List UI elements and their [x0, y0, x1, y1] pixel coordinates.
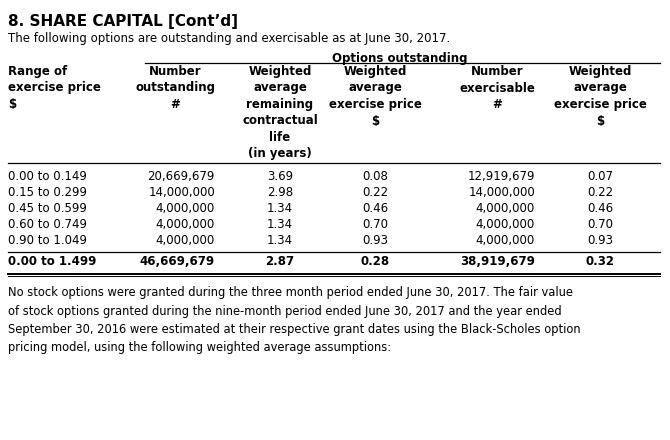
Text: 0.00 to 1.499: 0.00 to 1.499 [8, 255, 96, 268]
Text: 14,000,000: 14,000,000 [148, 186, 215, 199]
Text: 0.70: 0.70 [587, 218, 613, 231]
Text: Weighted
average
exercise price
$: Weighted average exercise price $ [328, 65, 421, 128]
Text: 0.00 to 0.149: 0.00 to 0.149 [8, 170, 87, 183]
Text: 4,000,000: 4,000,000 [155, 218, 215, 231]
Text: 0.22: 0.22 [362, 186, 388, 199]
Text: 4,000,000: 4,000,000 [155, 202, 215, 215]
Text: 2.98: 2.98 [267, 186, 293, 199]
Text: 4,000,000: 4,000,000 [476, 234, 535, 247]
Text: 0.28: 0.28 [360, 255, 389, 268]
Text: Options outstanding: Options outstanding [332, 52, 468, 65]
Text: 0.60 to 0.749: 0.60 to 0.749 [8, 218, 87, 231]
Text: Weighted
average
exercise price
$: Weighted average exercise price $ [553, 65, 647, 128]
Text: No stock options were granted during the three month period ended June 30, 2017.: No stock options were granted during the… [8, 286, 581, 355]
Text: 8. SHARE CAPITAL [Cont’d]: 8. SHARE CAPITAL [Cont’d] [8, 14, 238, 29]
Text: 0.15 to 0.299: 0.15 to 0.299 [8, 186, 87, 199]
Text: 0.08: 0.08 [362, 170, 388, 183]
Text: Weighted
average
remaining
contractual
life
(in years): Weighted average remaining contractual l… [242, 65, 318, 161]
Text: 0.93: 0.93 [587, 234, 613, 247]
Text: 3.69: 3.69 [267, 170, 293, 183]
Text: 0.22: 0.22 [587, 186, 613, 199]
Text: 0.46: 0.46 [362, 202, 388, 215]
Text: 1.34: 1.34 [267, 234, 293, 247]
Text: 0.07: 0.07 [587, 170, 613, 183]
Text: 0.45 to 0.599: 0.45 to 0.599 [8, 202, 87, 215]
Text: Number
exercisable
#: Number exercisable # [459, 65, 535, 111]
Text: 4,000,000: 4,000,000 [476, 202, 535, 215]
Text: 0.90 to 1.049: 0.90 to 1.049 [8, 234, 87, 247]
Text: 14,000,000: 14,000,000 [468, 186, 535, 199]
Text: 46,669,679: 46,669,679 [140, 255, 215, 268]
Text: 0.46: 0.46 [587, 202, 613, 215]
Text: Range of
exercise price
$: Range of exercise price $ [8, 65, 101, 111]
Text: 38,919,679: 38,919,679 [460, 255, 535, 268]
Text: 0.93: 0.93 [362, 234, 388, 247]
Text: 4,000,000: 4,000,000 [476, 218, 535, 231]
Text: Number
outstanding
#: Number outstanding # [135, 65, 215, 111]
Text: 1.34: 1.34 [267, 218, 293, 231]
Text: 4,000,000: 4,000,000 [155, 234, 215, 247]
Text: 20,669,679: 20,669,679 [147, 170, 215, 183]
Text: The following options are outstanding and exercisable as at June 30, 2017.: The following options are outstanding an… [8, 32, 450, 45]
Text: 0.70: 0.70 [362, 218, 388, 231]
Text: 2.87: 2.87 [265, 255, 295, 268]
Text: 1.34: 1.34 [267, 202, 293, 215]
Text: 12,919,679: 12,919,679 [468, 170, 535, 183]
Text: 0.32: 0.32 [586, 255, 614, 268]
